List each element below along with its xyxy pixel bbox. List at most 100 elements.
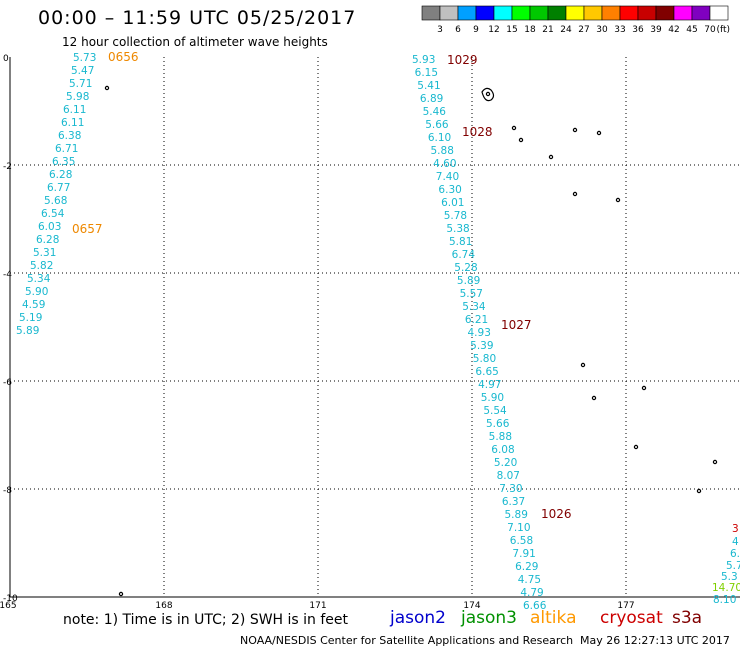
satellite-legend-jason2: jason2 <box>390 608 446 628</box>
swh-reading: 5.89 <box>457 275 480 287</box>
pass-time-label: 1029 <box>447 53 478 67</box>
swh-reading: 8.07 <box>497 470 520 482</box>
swh-reading: 5.80 <box>473 353 496 365</box>
legend-tick-label: 33 <box>614 25 625 35</box>
latitude-tick-label: 0 <box>3 54 9 64</box>
swh-reading: 4 <box>732 536 739 548</box>
legend-tick-label: 45 <box>686 25 697 35</box>
swh-reading: 5.66 <box>425 119 449 131</box>
swh-reading: 6.01 <box>441 197 464 209</box>
legend-swatch <box>709 5 729 21</box>
swh-reading: 4.59 <box>22 299 45 311</box>
legend-tick-label: 39 <box>650 25 662 35</box>
swh-reading: 5.41 <box>417 80 440 92</box>
legend-tick-label: 6 <box>455 25 461 35</box>
longitude-tick-label: 174 <box>463 601 480 610</box>
swh-reading: 6.58 <box>510 535 533 547</box>
island-outline <box>615 197 621 203</box>
longitude-tick-label: 168 <box>155 601 172 610</box>
legend-tick-label: 9 <box>473 25 479 35</box>
swh-reading: 4.75 <box>518 574 541 586</box>
swh-reading: 5.46 <box>423 106 447 118</box>
swh-reading: 6.11 <box>61 117 84 129</box>
swh-reading: 5.71 <box>69 78 92 90</box>
swh-reading: 6.74 <box>452 249 476 261</box>
swh-reading: 5.98 <box>66 91 89 103</box>
footer-note: note: 1) Time is in UTC; 2) SWH is in fe… <box>63 612 349 628</box>
island-outline <box>118 591 124 597</box>
pass-time-label: 1027 <box>501 318 532 332</box>
legend-unit-label: (ft) <box>716 25 730 35</box>
swh-reading: 6.71 <box>55 143 78 155</box>
island-outline <box>485 91 491 97</box>
legend-tick-label: 30 <box>596 25 608 35</box>
swh-reading: 6.30 <box>438 184 461 196</box>
satellite-legend-cryosat: cryosat <box>600 608 663 628</box>
swh-reading: 5.39 <box>470 340 493 352</box>
swh-reading: 6.35 <box>52 156 75 168</box>
swh-reading: 6. <box>730 548 740 560</box>
swh-reading: 5.88 <box>489 431 512 443</box>
legend-tick-label: 27 <box>578 25 589 35</box>
swh-reading: 6.66 <box>523 600 547 610</box>
swh-reading: 6.65 <box>475 366 498 378</box>
latitude-tick-label: -4 <box>3 270 12 280</box>
swh-reading: 5.89 <box>16 325 39 337</box>
swh-reading: 5.38 <box>446 223 469 235</box>
swh-reading: 5.73 <box>73 52 96 64</box>
map-subtitle: 12 hour collection of altimeter wave hei… <box>62 35 328 49</box>
swh-reading: 5.47 <box>71 65 94 77</box>
swh-reading: 5.89 <box>505 509 528 521</box>
swh-reading: 6.15 <box>415 67 438 79</box>
island-outline <box>591 395 597 401</box>
longitude-tick-label: 177 <box>617 601 634 610</box>
legend-tick-label: 70 <box>704 25 716 35</box>
island-outline <box>572 191 578 197</box>
swh-reading: 5.54 <box>483 405 507 417</box>
longitude-tick-label: 171 <box>309 601 326 610</box>
longitude-tick-label: 165 <box>0 601 17 610</box>
swh-reading: 5.81 <box>449 236 472 248</box>
swh-reading: 6.08 <box>491 444 514 456</box>
swh-reading: 8.10 <box>713 594 736 606</box>
swh-reading: 5.31 <box>33 247 56 259</box>
island-outline <box>104 85 110 91</box>
island-outline <box>580 362 586 368</box>
swh-reading: 3 <box>732 523 739 535</box>
island-outline <box>633 444 639 450</box>
island-outline <box>696 488 702 494</box>
pass-time-label: 0656 <box>108 50 139 64</box>
swh-reading: 4.93 <box>468 327 491 339</box>
latitude-tick-label: -6 <box>3 378 12 388</box>
generated-timestamp: May 26 12:27:13 UTC 2017 <box>580 634 730 647</box>
island-outline <box>548 154 554 160</box>
swh-reading: 4.97 <box>478 379 501 391</box>
pass-time-label: 1026 <box>541 507 572 521</box>
swh-reading: 5.7 <box>726 560 740 572</box>
island-outline <box>518 137 524 143</box>
pass-time-label: 1028 <box>462 125 493 139</box>
swh-reading: 7.10 <box>507 522 530 534</box>
swh-reading: 6.89 <box>420 93 443 105</box>
swh-reading: 6.11 <box>63 104 86 116</box>
swh-reading: 5.88 <box>431 145 454 157</box>
satellite-legend-jason3: jason3 <box>461 608 517 628</box>
swh-reading: 5.68 <box>44 195 67 207</box>
satellite-legend-altika: altika <box>530 608 577 628</box>
legend-tick-label: 42 <box>668 25 679 35</box>
swh-reading: 5.34 <box>462 301 486 313</box>
swh-reading: 5.19 <box>19 312 42 324</box>
legend-tick-label: 21 <box>542 25 553 35</box>
latitude-tick-label: -10 <box>3 594 18 604</box>
island-outline <box>481 87 495 102</box>
latitude-tick-label: -2 <box>3 162 12 172</box>
swh-reading: 5.93 <box>412 54 435 66</box>
legend-tick-label: 36 <box>632 25 644 35</box>
swh-reading: 6.28 <box>36 234 59 246</box>
legend-tick-label: 3 <box>437 25 443 35</box>
credit-line: NOAA/NESDIS Center for Satellite Applica… <box>240 634 574 647</box>
swh-reading: 5.90 <box>25 286 48 298</box>
swh-reading: 5.57 <box>460 288 483 300</box>
swh-reading: 4.60 <box>433 158 456 170</box>
